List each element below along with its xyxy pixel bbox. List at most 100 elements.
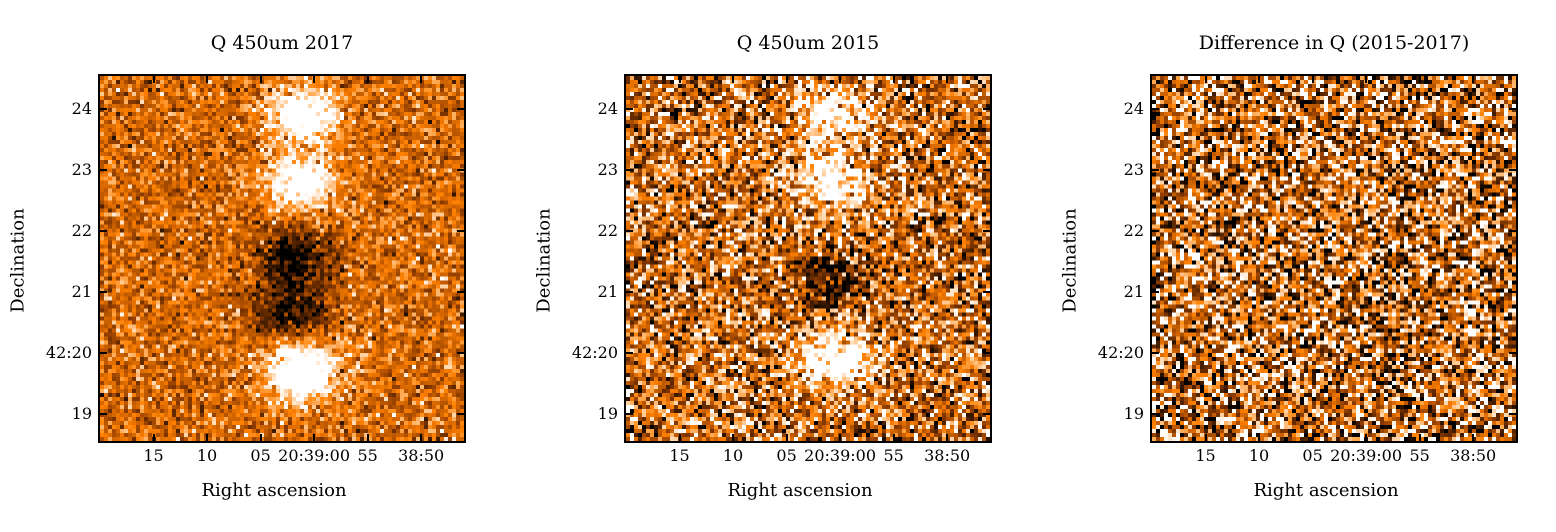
heatmap-plot-area — [1150, 74, 1518, 443]
y-tick-mark — [457, 169, 464, 172]
y-tick-mark — [983, 351, 990, 354]
x-tick-label: 38:50 — [924, 446, 971, 465]
x-tick-mark — [1365, 434, 1368, 441]
x-tick-mark — [839, 434, 842, 441]
x-tick-label: 10 — [1248, 446, 1270, 465]
x-tick-mark — [259, 434, 262, 441]
x-tick-mark — [1204, 76, 1207, 83]
y-tick-mark — [626, 351, 633, 354]
panel-difference: Difference in Q (2015-2017) Declination … — [1060, 0, 1556, 532]
y-tick-label: 19 — [1123, 403, 1144, 423]
y-axis-label: Declination — [533, 208, 555, 313]
x-tick-mark — [420, 434, 423, 441]
x-tick-label: 05 — [250, 446, 271, 465]
x-tick-mark — [366, 76, 369, 83]
y-tick-label: 19 — [597, 403, 618, 423]
x-tick-mark — [946, 434, 949, 441]
y-tick-mark — [1509, 108, 1516, 111]
y-tick-label: 42:20 — [571, 342, 618, 362]
x-tick-mark — [678, 434, 681, 441]
y-tick-mark — [626, 169, 633, 172]
x-tick-mark — [1204, 434, 1207, 441]
x-tick-mark — [785, 434, 788, 441]
x-tick-mark — [152, 76, 155, 83]
y-tick-mark — [1152, 108, 1159, 111]
y-tick-mark — [1509, 169, 1516, 172]
x-axis-label: Right ascension — [201, 480, 347, 501]
y-tick-label: 21 — [597, 281, 618, 301]
x-tick-mark — [366, 434, 369, 441]
x-tick-label: 15 — [1195, 446, 1216, 465]
y-tick-mark — [457, 351, 464, 354]
y-tick-mark — [983, 290, 990, 293]
x-tick-mark — [946, 76, 949, 83]
x-tick-mark — [785, 76, 788, 83]
x-tick-mark — [313, 76, 316, 83]
y-tick-mark — [100, 230, 107, 233]
y-tick-label: 24 — [71, 99, 92, 119]
x-tick-mark — [1311, 76, 1314, 83]
y-tick-mark — [1509, 230, 1516, 233]
x-tick-mark — [420, 76, 423, 83]
x-tick-mark — [1258, 76, 1261, 83]
y-axis-label: Declination — [1059, 208, 1081, 313]
y-tick-mark — [1152, 412, 1159, 415]
y-tick-label: 22 — [597, 221, 618, 241]
y-tick-mark — [100, 108, 107, 111]
y-tick-label: 23 — [71, 160, 92, 180]
y-tick-mark — [1152, 230, 1159, 233]
y-tick-label: 23 — [597, 160, 618, 180]
x-tick-label: 38:50 — [1450, 446, 1497, 465]
x-tick-mark — [839, 76, 842, 83]
y-tick-mark — [457, 230, 464, 233]
x-tick-mark — [313, 434, 316, 441]
y-tick-mark — [100, 351, 107, 354]
x-tick-label: 05 — [1302, 446, 1323, 465]
chart-title: Q 450um 2015 — [736, 32, 880, 54]
x-tick-mark — [1472, 76, 1475, 83]
heatmap-plot-area — [624, 74, 992, 443]
x-tick-mark — [678, 76, 681, 83]
x-tick-mark — [1365, 76, 1368, 83]
y-tick-mark — [457, 290, 464, 293]
x-tick-label: 15 — [143, 446, 164, 465]
y-tick-label: 42:20 — [45, 342, 92, 362]
y-tick-mark — [1152, 169, 1159, 172]
y-tick-label: 24 — [1123, 99, 1144, 119]
x-tick-mark — [1258, 434, 1261, 441]
y-tick-mark — [626, 108, 633, 111]
x-axis-label: Right ascension — [727, 480, 873, 501]
y-tick-mark — [1152, 290, 1159, 293]
y-tick-mark — [1152, 351, 1159, 354]
chart-title: Difference in Q (2015-2017) — [1198, 32, 1470, 54]
y-tick-label: 22 — [71, 221, 92, 241]
y-tick-mark — [1509, 290, 1516, 293]
x-tick-mark — [1311, 434, 1314, 441]
x-tick-mark — [152, 434, 155, 441]
heatmap-canvas — [626, 76, 990, 441]
x-tick-label: 55 — [357, 446, 378, 465]
y-tick-mark — [100, 169, 107, 172]
x-tick-label: 10 — [722, 446, 744, 465]
x-tick-label: 05 — [776, 446, 797, 465]
x-tick-mark — [892, 76, 895, 83]
y-tick-mark — [983, 230, 990, 233]
x-axis-label: Right ascension — [1253, 480, 1399, 501]
heatmap-canvas — [100, 76, 464, 441]
x-tick-mark — [732, 434, 735, 441]
y-tick-mark — [100, 412, 107, 415]
x-tick-mark — [259, 76, 262, 83]
chart-title: Q 450um 2017 — [210, 32, 354, 54]
x-tick-mark — [1418, 434, 1421, 441]
x-tick-label: 55 — [883, 446, 904, 465]
x-tick-label: 20:39:00 — [1330, 446, 1403, 465]
y-tick-label: 23 — [1123, 160, 1144, 180]
y-axis-label: Declination — [7, 208, 29, 313]
y-tick-label: 21 — [71, 281, 92, 301]
y-tick-mark — [626, 230, 633, 233]
y-tick-mark — [983, 108, 990, 111]
x-tick-mark — [206, 434, 209, 441]
y-tick-mark — [626, 290, 633, 293]
x-tick-label: 15 — [669, 446, 690, 465]
y-tick-mark — [983, 169, 990, 172]
